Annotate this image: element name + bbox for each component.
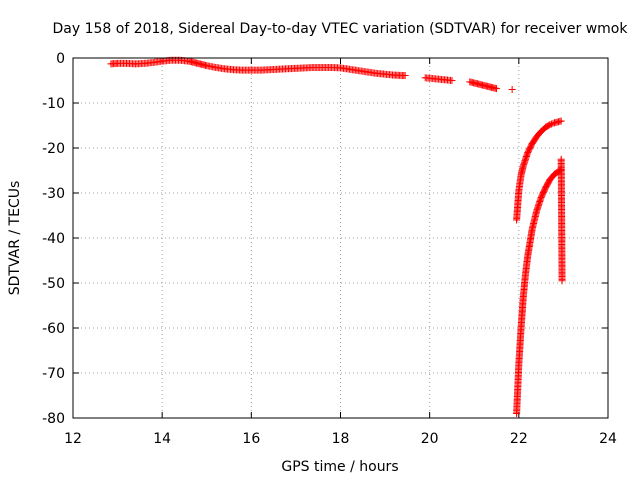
data-point-run — [529, 134, 540, 146]
data-point-run — [547, 171, 558, 182]
y-tick-label: -20 — [42, 141, 65, 157]
data-point-run — [524, 141, 536, 155]
data-point-run — [186, 57, 201, 67]
data-point-run — [515, 172, 525, 193]
data-point-run — [519, 271, 529, 299]
data-point-run — [534, 128, 544, 140]
x-tick-label: 16 — [242, 431, 260, 447]
data-point-run — [441, 76, 454, 84]
y-tick-label: -50 — [42, 276, 65, 292]
series-segment-3 — [466, 78, 501, 93]
data-point-run — [391, 71, 408, 79]
data-point-run — [195, 60, 209, 69]
y-tick-label: -30 — [42, 186, 65, 202]
y-tick-label: -60 — [42, 321, 65, 337]
data-point-run — [517, 294, 527, 331]
data-point-run — [513, 361, 523, 416]
series-lower-arc — [513, 166, 565, 417]
data-point-run — [485, 83, 499, 92]
series-main-band — [107, 56, 409, 80]
grid-lines — [73, 58, 608, 418]
chart-title: Day 158 of 2018, Sidereal Day-to-day VTE… — [53, 21, 629, 37]
data-point-run — [513, 188, 523, 223]
series-outliers — [557, 155, 566, 285]
data-point-run — [543, 121, 553, 131]
data-point-run — [522, 150, 531, 162]
y-tick-label: -40 — [42, 231, 65, 247]
data-point-run — [538, 124, 548, 134]
data-point-run — [517, 163, 527, 178]
data-point-run — [522, 253, 532, 277]
x-tick-label: 20 — [421, 431, 439, 447]
data-point-run — [524, 226, 536, 259]
y-tick-label: -10 — [42, 96, 65, 112]
data-point — [508, 86, 516, 93]
y-tick-label: -70 — [42, 366, 65, 382]
data-point-run — [548, 119, 557, 128]
data-point-run — [476, 80, 490, 90]
x-tick-label: 22 — [510, 431, 528, 447]
data-point-run — [467, 78, 481, 88]
x-tick-label: 18 — [332, 431, 350, 447]
data-point-run — [538, 185, 549, 200]
series-isolated-point — [508, 86, 516, 93]
data-point-run — [542, 177, 553, 190]
x-tick-label: 24 — [599, 431, 617, 447]
y-axis-label: SDTVAR / TECUs — [7, 181, 23, 296]
x-tick-label: 12 — [64, 431, 82, 447]
data-point-run — [552, 117, 564, 126]
plot-border — [72, 57, 609, 419]
data-point-run — [515, 325, 525, 367]
data-point-run — [204, 62, 218, 71]
series-upper-arc — [513, 117, 565, 224]
x-tick-label: 14 — [153, 431, 171, 447]
data-point-run — [520, 157, 529, 169]
y-tick-label: -80 — [42, 411, 65, 427]
tick-labels: 12 14 16 18 20 22 24 0 -10 -20 -30 -40 -50 -60 -70 -80 — [42, 51, 617, 447]
data-point-run — [529, 208, 540, 232]
data-points — [107, 56, 566, 417]
x-axis-label: GPS time / hours — [281, 459, 398, 475]
data-point-run — [533, 195, 545, 214]
series-segment-2 — [421, 74, 456, 84]
y-tick-label: 0 — [56, 51, 65, 67]
data-point-run — [557, 157, 566, 283]
